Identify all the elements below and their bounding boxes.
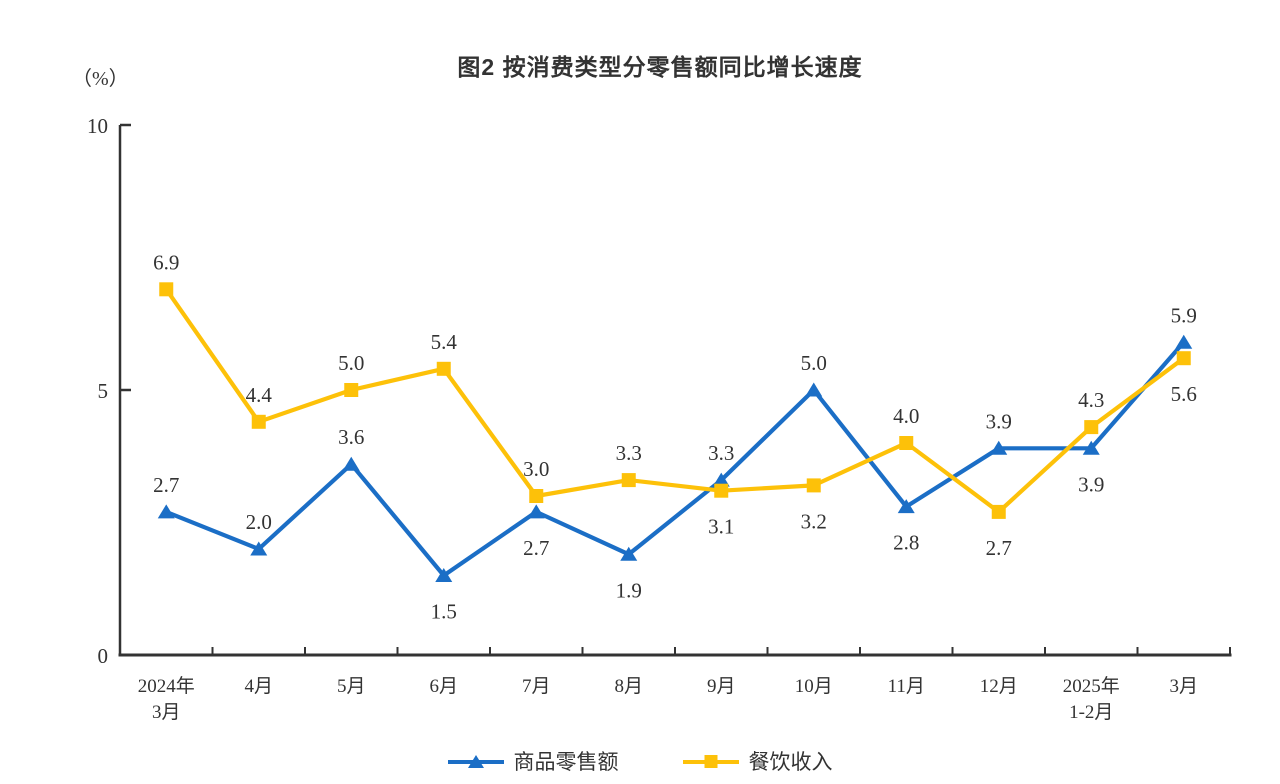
- data-label-series-0: 3.6: [338, 425, 364, 449]
- y-axis-tick-label: 5: [98, 379, 109, 403]
- x-axis-category-label: 5月: [337, 676, 366, 697]
- series-0-triangle-marker: [897, 499, 915, 514]
- data-label-series-0: 2.7: [523, 536, 549, 560]
- legend-label-goods-retail: 商品零售额: [513, 750, 619, 774]
- y-axis-unit-label: （%）: [72, 68, 129, 90]
- data-label-series-1: 5.4: [431, 330, 458, 354]
- x-axis-category-label: 10月: [795, 676, 833, 697]
- data-label-series-1: 4.0: [893, 404, 919, 428]
- data-label-series-1: 5.0: [338, 351, 364, 375]
- line-chart-canvas: 0 5 10 2024年 3月 4月 5月 6月 7月 8月 9月 10月 11月 12月 2025年 1-2…: [87, 114, 1232, 723]
- data-label-series-0: 2.8: [893, 531, 919, 555]
- series-0-triangle-marker: [712, 472, 730, 487]
- x-axis-category-label: 8月: [614, 676, 643, 697]
- x-axis-category-label: 2025年 1-2月: [1063, 675, 1120, 723]
- data-label-series-0: 2.7: [153, 473, 179, 497]
- series-0-triangle-marker: [1175, 334, 1193, 349]
- series-1-square-marker: [991, 504, 1006, 519]
- series-1-square-marker: [899, 436, 914, 450]
- series-1-square-marker: [251, 414, 266, 429]
- data-label-series-0: 5.0: [801, 351, 827, 375]
- series-1-square-marker: [529, 489, 544, 503]
- series-0-triangle-marker: [435, 568, 453, 582]
- series-line-1: [164, 287, 1186, 514]
- legend: 商品零售额 餐饮收入: [0, 746, 1280, 776]
- data-label-series-0: 1.9: [616, 578, 642, 602]
- series-0-triangle-marker: [342, 456, 360, 471]
- data-label-series-1: 3.1: [708, 515, 734, 539]
- series-1-square-marker: [344, 383, 359, 397]
- series-1-square-marker: [714, 483, 729, 498]
- series-1-square-marker: [621, 473, 636, 488]
- series-1-square-marker: [806, 478, 821, 493]
- x-axis-category-label: 11月: [888, 676, 925, 697]
- x-axis-category-label: 3月: [1169, 676, 1198, 697]
- data-label-series-0: 3.9: [1078, 472, 1104, 496]
- data-label-series-0: 2.0: [246, 510, 272, 534]
- chart-title: 图2 按消费类型分零售额同比增长速度: [457, 54, 863, 80]
- legend-item-goods-retail: 商品零售额: [447, 746, 619, 776]
- legend-label-catering-income: 餐饮收入: [748, 750, 833, 774]
- data-label-series-1: 3.3: [616, 441, 642, 465]
- data-label-series-0: 1.5: [431, 600, 457, 624]
- x-axis-category-label: 4月: [244, 676, 273, 697]
- data-label-series-1: 3.2: [801, 509, 827, 533]
- legend-item-catering-income: 餐饮收入: [682, 746, 833, 776]
- data-label-series-1: 3.0: [523, 457, 549, 481]
- x-axis-category-label: 6月: [429, 676, 458, 697]
- series-0-triangle-marker: [620, 546, 638, 561]
- data-label-series-0: 3.3: [708, 441, 734, 465]
- data-label-series-1: 2.7: [986, 536, 1012, 560]
- x-axis-category-label: 12月: [980, 676, 1018, 697]
- series-0-triangle-marker: [1082, 440, 1100, 455]
- series-1-square-marker: [436, 361, 451, 376]
- data-label-series-0: 5.9: [1171, 303, 1197, 327]
- series-1-square-marker: [1176, 351, 1191, 366]
- data-label-series-1: 4.3: [1078, 388, 1104, 412]
- y-axis-tick-label: 0: [98, 644, 109, 668]
- series-0-triangle-marker: [250, 541, 268, 556]
- data-label-series-0: 3.9: [986, 409, 1012, 433]
- data-label-series-1: 5.6: [1171, 382, 1197, 406]
- series-1-square-marker: [159, 282, 174, 297]
- series-0-triangle-marker: [805, 382, 823, 397]
- series-1-square-marker: [1084, 420, 1099, 435]
- data-label-series-1: 4.4: [246, 383, 273, 407]
- x-axis-category-label: 7月: [522, 676, 551, 697]
- series-0-triangle-marker: [990, 440, 1008, 455]
- x-axis-category-label: 2024年 3月: [138, 675, 195, 723]
- y-axis-tick-label: 10: [87, 114, 108, 138]
- series-line-0: [164, 340, 1186, 578]
- legend-triangle-marker-icon: [447, 754, 504, 769]
- x-axis-category-label: 9月: [707, 676, 736, 697]
- series-0-triangle-marker: [527, 504, 545, 519]
- data-label-series-1: 6.9: [153, 250, 179, 274]
- legend-square-marker-icon: [682, 754, 739, 769]
- series-0-triangle-marker: [157, 504, 175, 519]
